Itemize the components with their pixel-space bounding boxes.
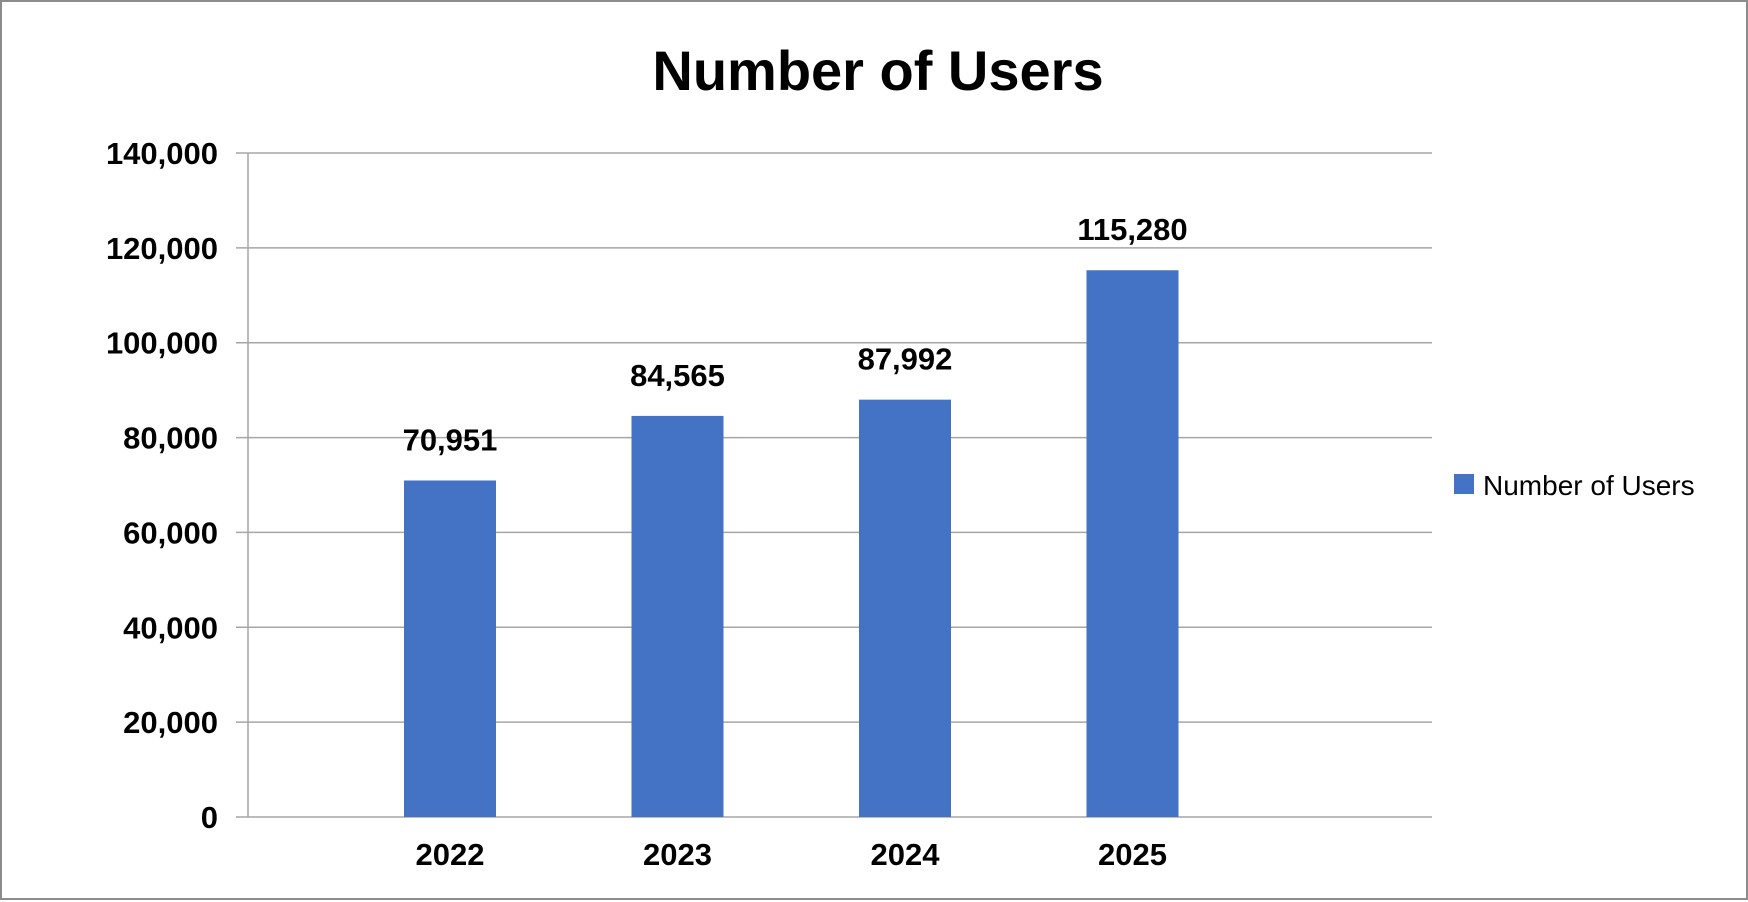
y-tick-label: 100,000 [106,326,218,361]
y-tick-label: 80,000 [123,421,218,456]
legend-label: Number of Users [1483,470,1695,501]
x-tick-label-2023: 2023 [643,837,712,872]
bar-2024 [859,399,951,817]
x-axis-category-labels: 2022 2023 2024 2025 [416,837,1167,872]
x-tick-label-2025: 2025 [1098,837,1167,872]
legend: Number of Users [1454,470,1695,501]
data-label-2023: 84,565 [630,358,725,393]
y-tick-label: 40,000 [123,610,218,645]
y-axis-tick-labels: 0 20,000 40,000 60,000 80,000 100,000 120,000 1… [106,136,218,835]
x-tick-label-2022: 2022 [416,837,485,872]
bars [404,270,1179,818]
legend-swatch [1454,474,1474,494]
bar-2023 [631,415,724,817]
y-tick-label: 140,000 [106,136,218,171]
y-tick-label: 120,000 [106,231,218,266]
y-tick-label: 60,000 [123,515,218,550]
data-labels: 70,951 84,565 87,992 115,280 [403,212,1188,457]
data-label-2022: 70,951 [403,422,498,457]
y-tick-label: 0 [201,800,218,835]
bar-2022 [404,480,496,817]
data-label-2024: 87,992 [858,342,953,377]
data-label-2025: 115,280 [1077,212,1187,247]
x-tick-label-2024: 2024 [871,837,941,872]
y-tick-label: 20,000 [123,705,218,740]
chart-title: Number of Users [652,39,1103,102]
bar-2025 [1086,270,1179,818]
